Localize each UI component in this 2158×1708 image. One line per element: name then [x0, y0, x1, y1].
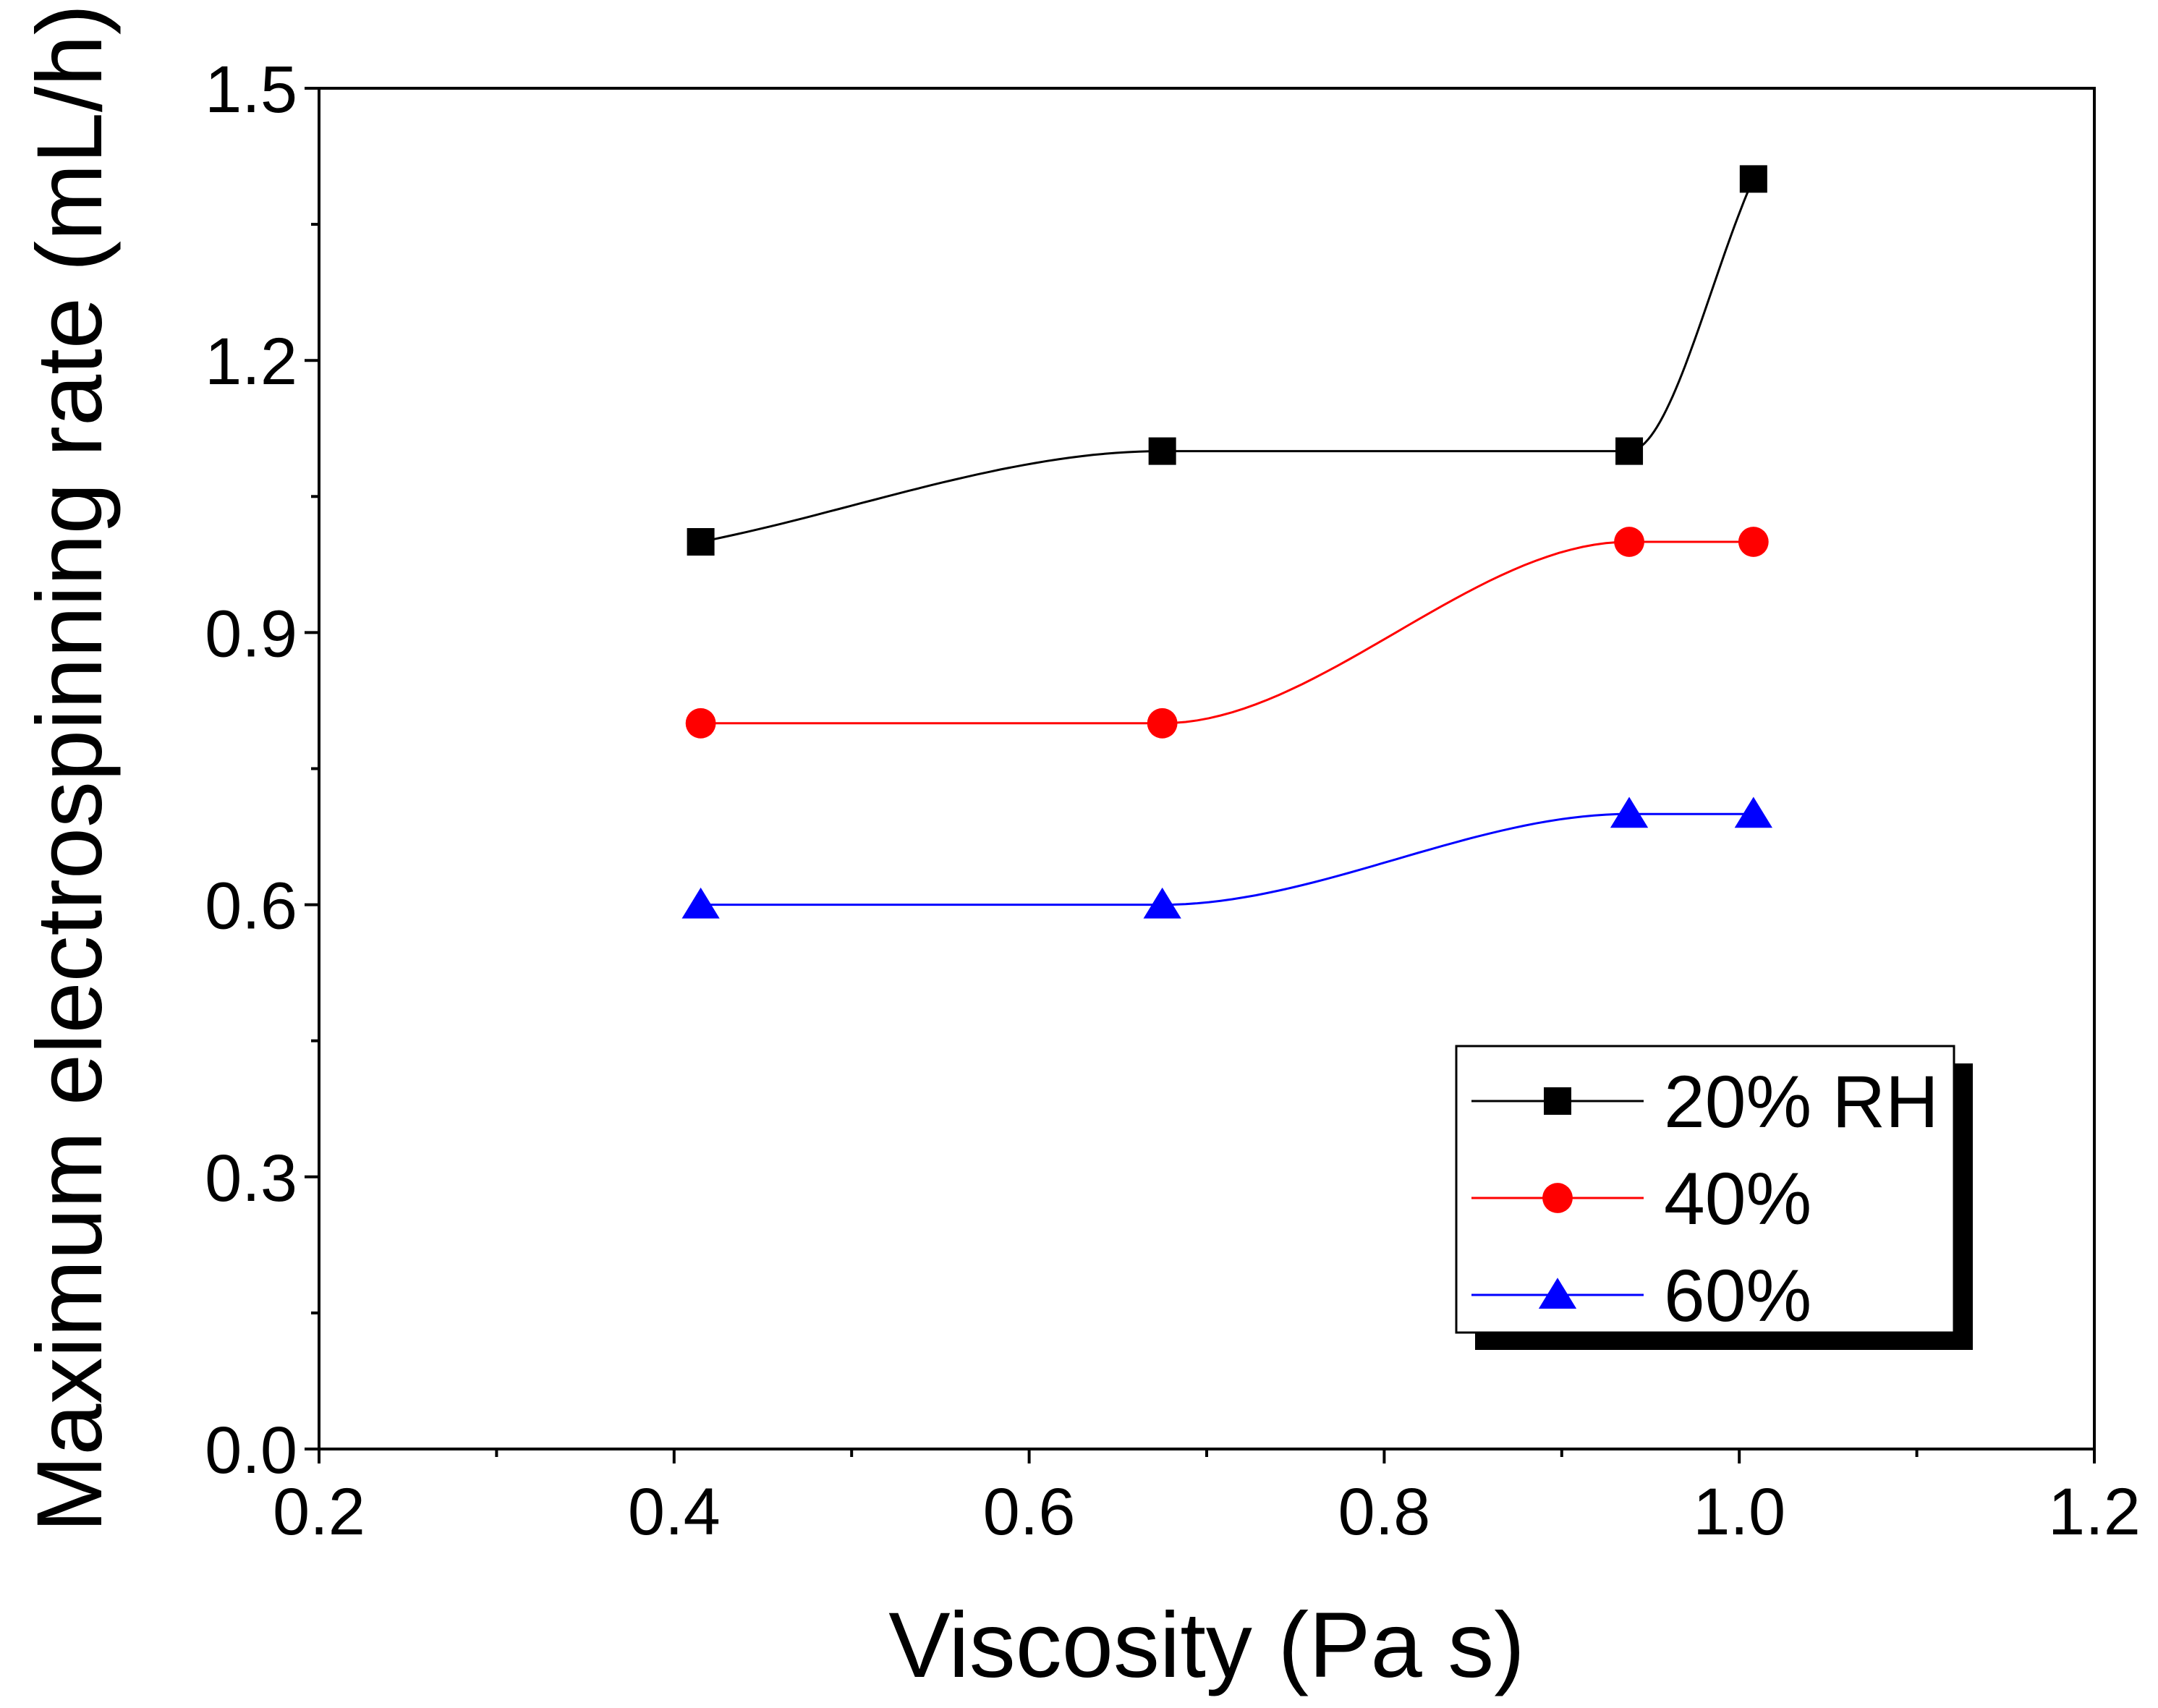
x-tick-label: 1.0 [1693, 1475, 1785, 1549]
legend-label: 40% [1664, 1157, 1811, 1240]
legend-marker [1538, 1278, 1577, 1309]
data-point-series-1 [1148, 437, 1176, 465]
legend-label: 60% [1664, 1254, 1811, 1337]
y-tick-label: 0.9 [205, 597, 297, 671]
data-point-series-3 [1610, 796, 1649, 828]
data-point-series-1 [1615, 437, 1644, 465]
legend-marker [1542, 1183, 1573, 1213]
plot-frame [318, 87, 2096, 1450]
y-tick-label: 0.6 [205, 870, 297, 943]
data-point-series-3 [1734, 796, 1772, 828]
data-point-series-1 [1739, 165, 1767, 193]
legend-box [1455, 1045, 1955, 1334]
legend-items: 20% RH 40% 60% [1471, 1061, 1939, 1337]
legend: 20% RH 40% 60% [1455, 1045, 1973, 1350]
y-axis-title: Maximum electrospinning rate (mL/h) [18, 4, 122, 1533]
data-point-series-3 [681, 887, 720, 919]
legend-label: 20% RH [1664, 1061, 1939, 1143]
data-point-series-1 [687, 528, 715, 556]
data-points [681, 165, 1772, 919]
y-tick-label: 1.5 [205, 53, 297, 127]
y-tick-label: 0.0 [205, 1414, 297, 1487]
fit-curves [700, 178, 1755, 906]
data-point-series-2 [1738, 527, 1769, 557]
fit-curve-series-1 [700, 178, 1755, 543]
y-tick-label: 0.3 [205, 1142, 297, 1215]
fit-curve-series-2 [700, 540, 1754, 725]
x-axis-title: Viscosity (Pa s) [888, 1594, 1525, 1697]
legend-marker [1544, 1087, 1571, 1115]
axis-ticks: 0.2 0.4 0.6 0.8 1.0 1.2 0.0 0.3 0.6 0.9 1.2 1.5 [205, 53, 2141, 1549]
y-tick-label: 1.2 [205, 325, 297, 399]
data-point-series-2 [685, 708, 716, 739]
x-tick-label: 0.2 [273, 1475, 365, 1549]
data-point-series-3 [1143, 887, 1181, 919]
x-tick-label: 1.2 [2048, 1475, 2141, 1549]
x-tick-label: 0.4 [628, 1475, 721, 1549]
data-point-series-2 [1147, 708, 1178, 739]
data-point-series-2 [1614, 527, 1644, 557]
x-tick-label: 0.8 [1338, 1475, 1430, 1549]
x-tick-label: 0.6 [983, 1475, 1076, 1549]
fit-curve-series-3 [700, 812, 1754, 906]
